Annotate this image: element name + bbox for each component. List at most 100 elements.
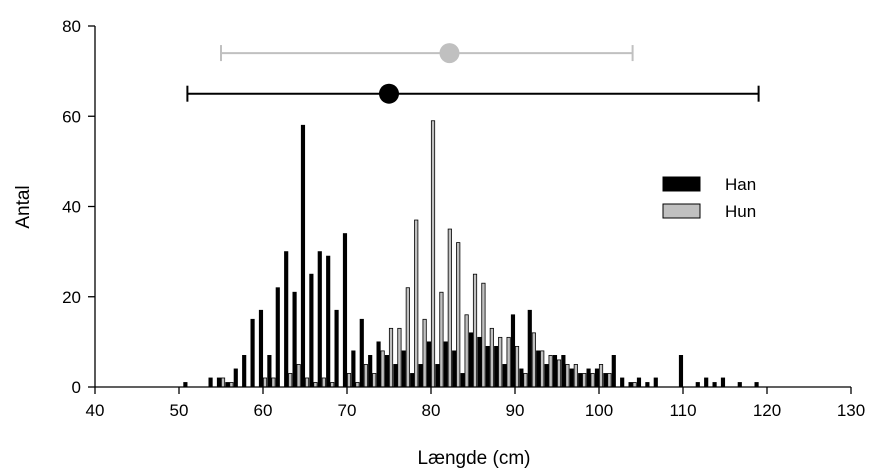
bar-hun-79 [422, 318, 427, 388]
bar-hun-67 [321, 377, 326, 388]
bar-hun-68 [330, 382, 335, 388]
bar-hun-65 [304, 377, 310, 388]
y-tick-label-20: 20 [62, 288, 81, 307]
bar-han-65 [300, 124, 306, 388]
x-tick-label-60: 60 [254, 401, 273, 420]
bar-han-66 [309, 273, 314, 388]
x-tick-label-40: 40 [86, 401, 105, 420]
bar-hun-83 [456, 242, 461, 388]
bar-han-98 [578, 373, 583, 388]
bar-hun-89 [506, 336, 511, 388]
bar-han-80 [426, 341, 432, 388]
bar-han-89 [502, 364, 507, 388]
bar-han-101 [603, 373, 608, 388]
bar-han-63 [284, 251, 289, 388]
errorbar-hun [220, 43, 634, 64]
bar-han-100 [594, 368, 600, 388]
bar-han-92 [527, 309, 532, 388]
bar-han-115 [720, 377, 726, 388]
legend-label-han: Han [725, 175, 756, 194]
bar-han-64 [292, 291, 297, 388]
bar-hun-101 [607, 373, 612, 388]
bar-han-99 [586, 368, 591, 388]
bar-hun-74 [380, 350, 385, 388]
bar-hun-85 [472, 273, 478, 388]
bar-hun-61 [271, 377, 276, 388]
bar-hun-75 [388, 327, 394, 388]
bar-hun-77 [405, 287, 410, 388]
x-axis-title: Længde (cm) [418, 448, 531, 468]
bar-han-114 [712, 382, 717, 388]
bars-layer [183, 120, 759, 388]
bar-hun-80 [430, 120, 436, 388]
bar-hun-97 [573, 364, 578, 388]
legend-swatch-hun [662, 203, 701, 219]
errorbar-han-mean [379, 83, 399, 104]
bar-hun-60 [262, 377, 268, 388]
bar-hun-66 [313, 382, 318, 388]
bar-han-67 [317, 251, 322, 388]
bar-han-93 [536, 350, 541, 388]
x-tick-label-110: 110 [669, 401, 696, 420]
bar-han-88 [494, 345, 499, 388]
bar-hun-72 [363, 364, 368, 388]
bar-hun-99 [590, 373, 595, 388]
bar-hun-64 [296, 364, 301, 388]
bar-han-71 [351, 350, 356, 388]
y-axis-title: Antal [13, 185, 34, 228]
bar-hun-88 [498, 336, 503, 388]
bar-han-102 [611, 355, 616, 388]
bar-han-106 [645, 382, 650, 388]
bar-hun-70 [346, 373, 352, 388]
bar-han-73 [368, 355, 373, 388]
bar-han-68 [326, 255, 331, 388]
bar-han-56 [225, 382, 230, 388]
bar-hun-95 [556, 359, 562, 388]
bar-hun-55 [220, 377, 226, 388]
bar-hun-104 [632, 382, 637, 388]
bar-hun-84 [464, 314, 469, 388]
bar-han-74 [376, 341, 381, 388]
axes-layer: 40 50 60 70 80 90 100 110 120 130 0 20 40 60 80 [62, 17, 865, 420]
bar-han-60 [258, 309, 264, 388]
bar-han-75 [384, 355, 390, 388]
y-tick-label-80: 80 [62, 17, 81, 36]
bar-han-87 [485, 345, 490, 388]
bar-han-78 [410, 373, 415, 388]
x-tick-label-120: 120 [753, 401, 781, 420]
bar-hun-63 [288, 373, 293, 388]
legend-swatch-han [662, 176, 701, 192]
x-tick-label-70: 70 [338, 401, 357, 420]
bar-han-70 [342, 233, 348, 388]
x-tick-label-100: 100 [585, 401, 613, 420]
bar-han-57 [233, 368, 238, 388]
bar-han-97 [569, 368, 574, 388]
bar-hun-93 [540, 350, 545, 388]
bar-han-96 [561, 355, 566, 388]
legend-label-hun: Hun [725, 202, 756, 221]
bar-han-84 [460, 373, 465, 388]
bar-han-72 [359, 318, 364, 388]
bar-hun-90 [514, 345, 520, 388]
bar-hun-78 [414, 219, 419, 388]
errorbar-hun-mean [439, 43, 460, 64]
x-tick-label-80: 80 [422, 401, 441, 420]
bar-hun-94 [548, 355, 553, 388]
bar-hun-56 [229, 382, 234, 388]
bar-han-94 [544, 364, 549, 388]
bar-han-90 [510, 314, 516, 388]
bar-han-91 [519, 368, 524, 388]
bar-han-117 [737, 382, 742, 388]
bar-hun-98 [582, 373, 587, 388]
x-tick-label-50: 50 [170, 401, 189, 420]
bar-han-54 [208, 377, 213, 388]
bar-han-95 [552, 355, 558, 388]
bar-han-61 [267, 355, 272, 388]
bar-hun-100 [598, 364, 604, 388]
bar-hun-82 [447, 228, 452, 388]
bar-hun-91 [523, 373, 528, 388]
bar-han-62 [275, 287, 280, 388]
y-tick-label-40: 40 [62, 198, 81, 217]
bar-hun-71 [355, 382, 360, 388]
